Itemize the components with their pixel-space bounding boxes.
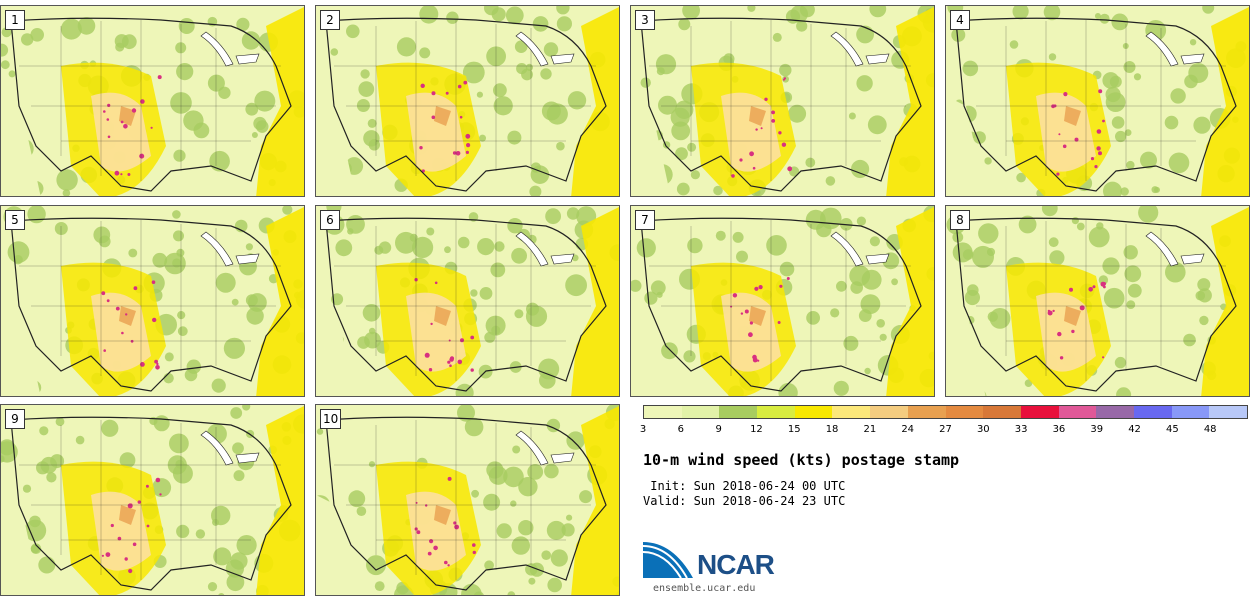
colorbar-segment	[907, 406, 946, 418]
postage-stamp-panel: 8	[945, 205, 1250, 397]
colorbar-tick-label: 9	[715, 424, 722, 435]
colorbar-tick-label: 45	[1166, 424, 1179, 435]
colorbar-tick-label: 30	[976, 424, 990, 435]
colorbar-tick-label: 42	[1128, 424, 1141, 435]
colorbar-tick-label: 21	[863, 424, 877, 435]
colorbar-tick-label: 3	[639, 424, 647, 435]
postage-stamp-panel: 2	[315, 5, 620, 197]
valid-time: Valid: Sun 2018-06-24 23 UTC	[643, 494, 846, 508]
postage-stamp-panel: 1	[0, 5, 305, 197]
postage-stamp-panel: 6	[315, 205, 620, 397]
member-number-label: 5	[5, 210, 25, 230]
postage-stamp-panel: 5	[0, 205, 305, 397]
postage-stamp-panel: 3	[630, 5, 935, 197]
member-number-label: 9	[5, 409, 25, 429]
colorbar-tick-label: 27	[939, 424, 952, 435]
colorbar-segment	[983, 406, 1021, 418]
colorbar-tick-label: 39	[1090, 424, 1104, 435]
colorbar-segment	[1058, 406, 1097, 418]
colorbar-tick-label: 15	[787, 424, 801, 435]
colorbar-segment	[870, 406, 908, 418]
colorbar	[643, 405, 1248, 419]
colorbar-segment	[1209, 406, 1247, 418]
postage-stamp-panel: 4	[945, 5, 1250, 197]
logo-text: NCAR	[697, 549, 775, 580]
colorbar-segment	[1171, 406, 1210, 418]
colorbar-tick-label: 33	[1014, 424, 1028, 435]
colorbar-segment	[644, 406, 682, 418]
colorbar-tick-label: 12	[750, 424, 763, 435]
colorbar-segment	[681, 406, 720, 418]
colorbar-segment	[757, 406, 795, 418]
plot-title: 10-m wind speed (kts) postage stamp	[643, 451, 960, 469]
postage-stamp-panel: 9	[0, 404, 305, 596]
ncar-logo-icon	[643, 542, 693, 579]
member-number-label: 10	[320, 409, 342, 429]
colorbar-tick-label: 48	[1203, 424, 1217, 435]
colorbar-tick-label: 6	[677, 424, 684, 435]
colorbar-segment	[832, 406, 871, 418]
member-number-label: 4	[950, 10, 970, 30]
colorbar-segment	[719, 406, 758, 418]
colorbar-tick-label: 24	[901, 424, 915, 435]
colorbar-tick-label: 18	[825, 424, 839, 435]
member-number-label: 3	[635, 10, 655, 30]
colorbar-segment	[794, 406, 833, 418]
colorbar-segment	[1020, 406, 1059, 418]
colorbar-segment	[945, 406, 984, 418]
init-time: Init: Sun 2018-06-24 00 UTC	[643, 479, 846, 493]
member-number-label: 8	[950, 210, 970, 230]
colorbar-tick-label: 36	[1052, 424, 1066, 435]
member-number-label: 2	[320, 10, 340, 30]
member-number-label: 7	[635, 210, 655, 230]
postage-stamp-panel: 7	[630, 205, 935, 397]
member-number-label: 6	[320, 210, 340, 230]
postage-stamp-panel: 10	[315, 404, 620, 596]
site-url: ensemble.ucar.edu	[653, 583, 756, 594]
member-number-label: 1	[5, 10, 25, 30]
colorbar-ticks: 3 6 9 12 15 18 21 24 27 30 33 36 39 42 45 48	[639, 424, 1248, 438]
colorbar-segment	[1096, 406, 1134, 418]
colorbar-segment	[1133, 406, 1172, 418]
